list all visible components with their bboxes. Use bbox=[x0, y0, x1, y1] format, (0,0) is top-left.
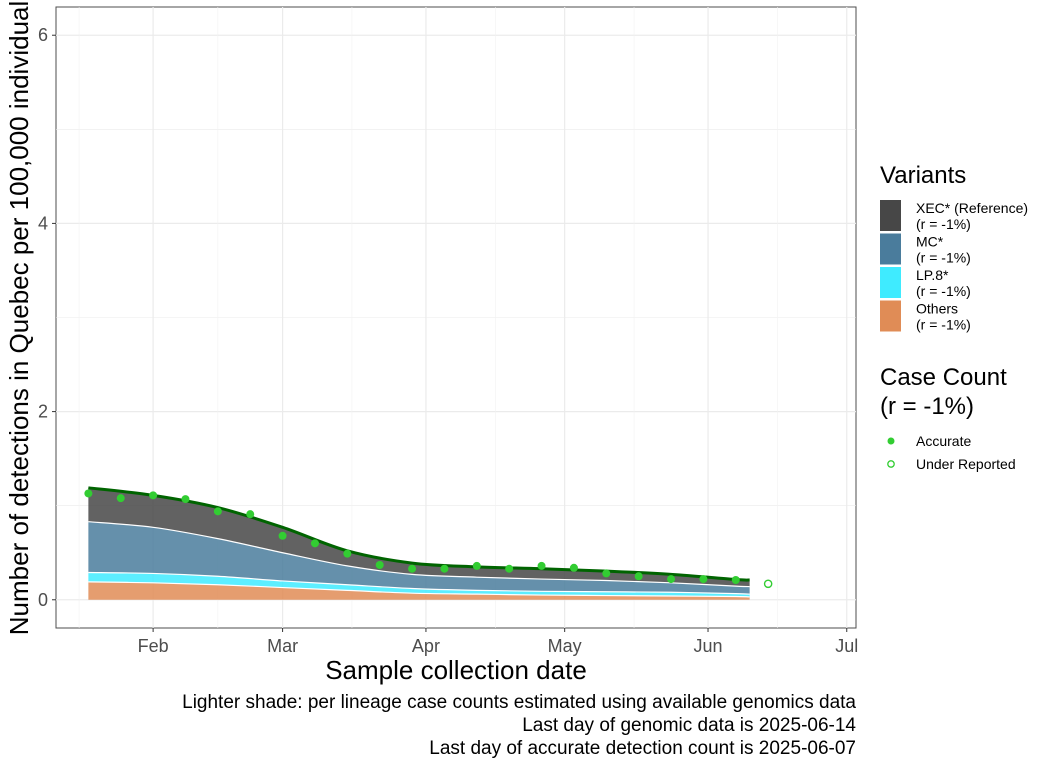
legend-under-reported-marker bbox=[887, 460, 895, 468]
legend-variants-title: Variants bbox=[880, 162, 966, 189]
legend-case-count: Case Count (r = -1%) Accurate Under Repo… bbox=[880, 364, 1016, 472]
accurate-point bbox=[116, 494, 125, 503]
accurate-point bbox=[246, 510, 255, 519]
accurate-point bbox=[537, 561, 546, 570]
legend-variant-name: Others bbox=[916, 301, 958, 317]
legend-variant-rate: (r = -1%) bbox=[916, 317, 971, 333]
accurate-point bbox=[472, 561, 481, 570]
accurate-point bbox=[440, 564, 449, 573]
case-count-points bbox=[84, 489, 773, 589]
accurate-point bbox=[181, 495, 190, 504]
x-axis-ticks: Feb Mar Apr May Jun Jul bbox=[138, 628, 858, 656]
accurate-point bbox=[375, 560, 384, 569]
accurate-point bbox=[84, 489, 93, 498]
accurate-point bbox=[310, 539, 319, 548]
area-boundary-line bbox=[88, 571, 750, 595]
legend-accurate-label: Accurate bbox=[916, 433, 971, 449]
area-mc- bbox=[88, 521, 750, 595]
x-axis-title: Sample collection date bbox=[325, 655, 587, 685]
legend-variant-rate: (r = -1%) bbox=[916, 250, 971, 266]
legend-variant-name: LP.8* bbox=[916, 267, 949, 283]
legend-swatch bbox=[880, 233, 901, 265]
accurate-point bbox=[667, 575, 676, 584]
accurate-point bbox=[505, 564, 514, 573]
accurate-point bbox=[278, 531, 287, 540]
y-tick-label: 0 bbox=[38, 590, 48, 610]
legend-swatch bbox=[880, 200, 901, 231]
x-tick-label: Jun bbox=[694, 636, 723, 656]
legend-case-subtitle: (r = -1%) bbox=[880, 393, 974, 420]
area-boundary-line bbox=[88, 581, 750, 598]
captions: Lighter shade: per lineage case counts e… bbox=[182, 692, 856, 759]
caption-line-1: Lighter shade: per lineage case counts e… bbox=[182, 692, 856, 713]
y-axis-title: Number of detections in Quebec per 100,0… bbox=[4, 1, 34, 636]
accurate-point bbox=[569, 563, 578, 572]
accurate-point bbox=[699, 575, 708, 584]
legend-swatch bbox=[880, 267, 901, 298]
accurate-point bbox=[213, 507, 222, 516]
legend-variant-rate: (r = -1%) bbox=[916, 216, 971, 232]
legend-variants: Variants XEC* (Reference)(r = -1%)MC*(r … bbox=[880, 162, 1028, 333]
legend-accurate-marker bbox=[887, 437, 895, 445]
accurate-point bbox=[731, 576, 740, 585]
accurate-point bbox=[602, 569, 611, 578]
legend-swatch bbox=[880, 300, 901, 332]
legend-under-reported-label: Under Reported bbox=[916, 456, 1016, 472]
x-tick-label: Feb bbox=[138, 636, 169, 656]
caption-line-2: Last day of genomic data is 2025-06-14 bbox=[522, 715, 856, 736]
y-tick-label: 6 bbox=[38, 25, 48, 45]
under-reported-point bbox=[763, 579, 773, 589]
legend-variant-name: XEC* (Reference) bbox=[916, 200, 1028, 216]
accurate-point bbox=[149, 491, 158, 500]
x-tick-label: May bbox=[548, 636, 582, 656]
caption-line-3: Last day of accurate detection count is … bbox=[429, 738, 856, 759]
y-tick-label: 2 bbox=[38, 402, 48, 422]
y-tick-label: 4 bbox=[38, 213, 48, 233]
series-lines bbox=[88, 486, 750, 598]
legend-case-title: Case Count bbox=[880, 364, 1007, 391]
legend-variant-rate: (r = -1%) bbox=[916, 283, 971, 299]
accurate-point bbox=[408, 564, 417, 573]
total-smoothed-line bbox=[88, 486, 750, 582]
accurate-point bbox=[634, 572, 643, 581]
accurate-point bbox=[343, 549, 352, 558]
legend-variant-name: MC* bbox=[916, 234, 944, 250]
x-tick-label: Apr bbox=[412, 636, 440, 656]
x-tick-label: Mar bbox=[267, 636, 298, 656]
y-axis-ticks: 0 2 4 6 bbox=[38, 25, 56, 610]
x-tick-label: Jul bbox=[835, 636, 858, 656]
